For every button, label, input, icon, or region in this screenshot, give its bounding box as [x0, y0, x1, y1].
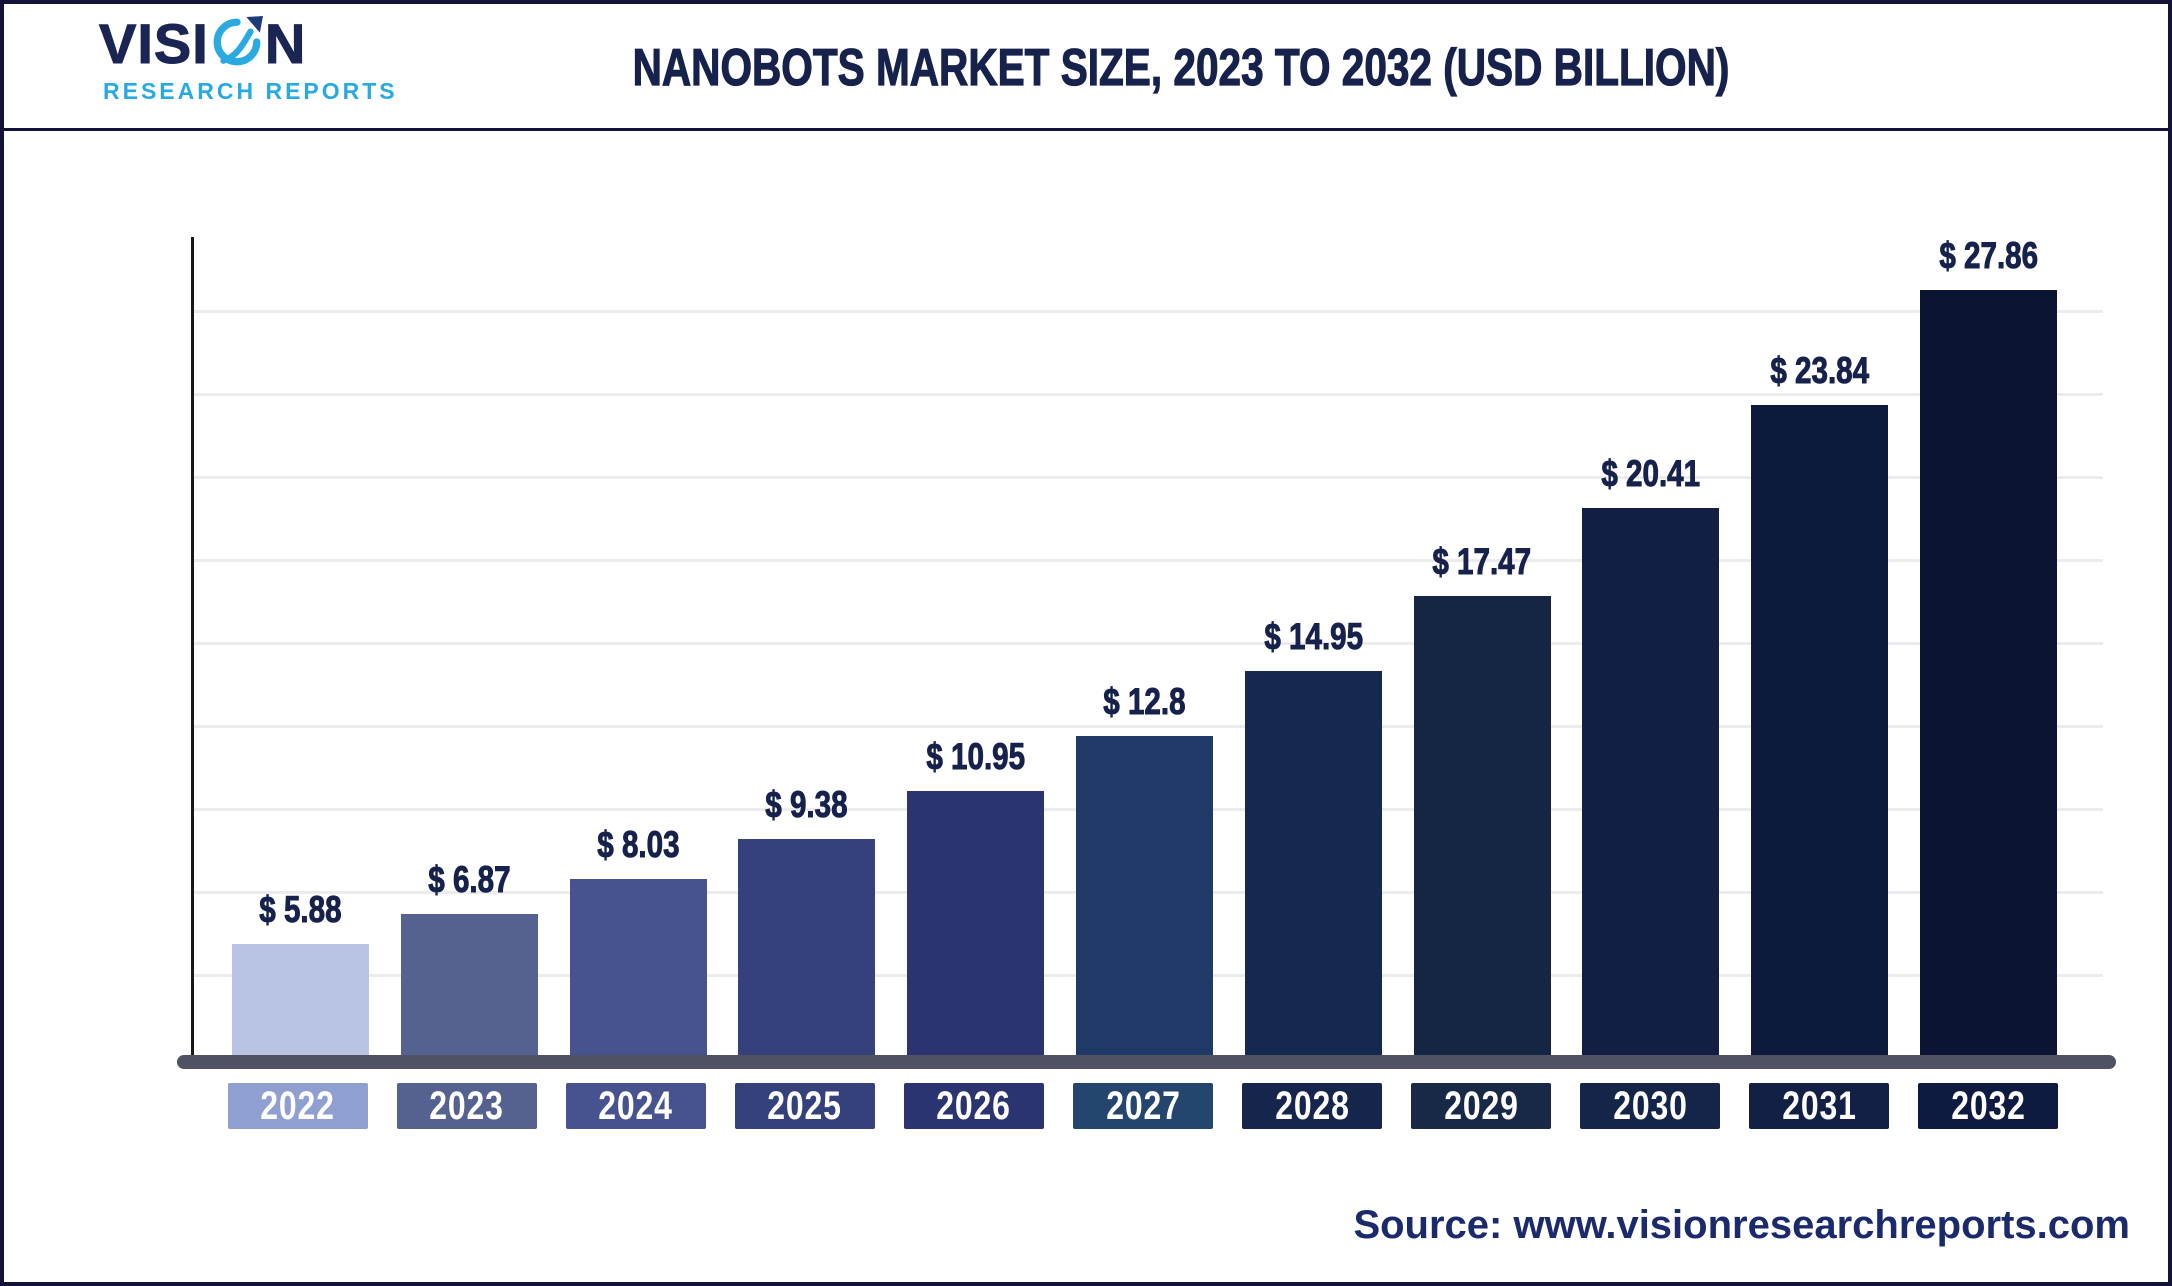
bars-container: $ 5.88 $ 6.87 $ 8.03 $ 9.38 $ 10.95 $ 12…	[194, 237, 2103, 1057]
year-label: 2023	[429, 1084, 504, 1128]
year-label: 2029	[1444, 1084, 1519, 1128]
year-label-box: 2025	[734, 1083, 875, 1129]
year-label-box: 2023	[396, 1083, 537, 1129]
year-cell: 2032	[1904, 1083, 2073, 1129]
year-cell: 2029	[1397, 1083, 1566, 1129]
bar	[1075, 736, 1213, 1057]
x-axis-category-labels: 2022 2023 2024 2025 2026 2027 2028 2029	[191, 1083, 2103, 1129]
vision-research-reports-logo: VISI N RESEARCH REPORTS	[99, 12, 398, 105]
bar	[1751, 405, 1889, 1057]
bar	[1244, 671, 1382, 1057]
logo-subtitle: RESEARCH REPORTS	[103, 78, 398, 104]
bar-value-label: $ 14.95	[1263, 616, 1363, 657]
bar-column: $ 23.84	[1735, 237, 1904, 1057]
year-label-box: 2031	[1749, 1083, 1890, 1129]
logo-word-prefix: VISI	[99, 12, 209, 75]
year-label-box: 2022	[227, 1083, 368, 1129]
year-label: 2022	[260, 1084, 335, 1128]
year-label: 2025	[767, 1084, 843, 1128]
bar-value-label: $ 8.03	[596, 824, 680, 865]
year-label: 2026	[936, 1084, 1012, 1128]
bar-column: $ 27.86	[1904, 237, 2073, 1057]
bar	[1582, 508, 1720, 1057]
bar	[907, 791, 1045, 1057]
bar	[1920, 290, 2058, 1057]
year-label-box: 2027	[1073, 1083, 1214, 1129]
year-label: 2030	[1613, 1084, 1688, 1128]
logo-word-suffix: N	[264, 12, 307, 75]
logo-arrow-o-icon	[213, 16, 263, 66]
bar-value-label: $ 9.38	[765, 784, 848, 825]
year-label-box: 2030	[1580, 1083, 1721, 1129]
bar-column: $ 17.47	[1398, 237, 1567, 1057]
x-axis-line	[177, 1055, 2116, 1069]
bar-value-label: $ 23.84	[1770, 350, 1870, 391]
year-cell: 2028	[1228, 1083, 1397, 1129]
bar-value-label: $ 27.86	[1939, 235, 2039, 276]
bar	[569, 879, 707, 1057]
header: VISI N RESEARCH REPORTS NANOBOTS MARKET …	[4, 4, 2168, 131]
bar	[738, 839, 876, 1057]
year-label-box: 2026	[903, 1083, 1044, 1129]
year-label-box: 2028	[1242, 1083, 1383, 1129]
bar-column: $ 10.95	[891, 237, 1060, 1057]
bar-value-label: $ 17.47	[1432, 541, 1532, 582]
bar-column: $ 8.03	[554, 237, 723, 1057]
bar-value-label: $ 6.87	[428, 859, 511, 900]
bar-value-label: $ 10.95	[926, 736, 1026, 777]
bar-column: $ 20.41	[1567, 237, 1736, 1057]
bar-column: $ 6.87	[385, 237, 554, 1057]
year-label-box: 2029	[1411, 1083, 1552, 1129]
year-cell: 2030	[1566, 1083, 1735, 1129]
bar-chart-plot-area: $ 5.88 $ 6.87 $ 8.03 $ 9.38 $ 10.95 $ 12…	[177, 237, 2116, 1069]
year-cell: 2023	[382, 1083, 551, 1129]
bar-column: $ 9.38	[722, 237, 891, 1057]
year-cell: 2031	[1735, 1083, 1904, 1129]
year-label: 2024	[598, 1084, 673, 1128]
bar-value-label: $ 5.88	[259, 889, 342, 930]
year-label: 2031	[1782, 1084, 1857, 1128]
bar-value-label: $ 20.41	[1601, 453, 1701, 494]
bar-value-label: $ 12.8	[1103, 681, 1186, 722]
bar	[231, 944, 369, 1057]
chart-title: NANOBOTS MARKET SIZE, 2023 TO 2032 (USD …	[632, 39, 1730, 97]
year-label: 2032	[1951, 1084, 2026, 1128]
logo-wordmark: VISI N	[99, 12, 398, 75]
year-cell: 2026	[889, 1083, 1058, 1129]
year-cell: 2027	[1058, 1083, 1227, 1129]
year-cell: 2022	[213, 1083, 382, 1129]
year-label: 2028	[1274, 1084, 1350, 1128]
bar	[1413, 596, 1551, 1057]
bar	[400, 914, 538, 1057]
year-label-box: 2032	[1918, 1083, 2059, 1129]
source-credit: Source: www.visionresearchreports.com	[1353, 1203, 2130, 1247]
year-cell: 2025	[720, 1083, 889, 1129]
year-label: 2027	[1105, 1084, 1181, 1128]
year-label-box: 2024	[565, 1083, 706, 1129]
bar-column: $ 5.88	[216, 237, 385, 1057]
year-cell: 2024	[551, 1083, 720, 1129]
bar-column: $ 12.8	[1060, 237, 1229, 1057]
bar-column: $ 14.95	[1229, 237, 1398, 1057]
